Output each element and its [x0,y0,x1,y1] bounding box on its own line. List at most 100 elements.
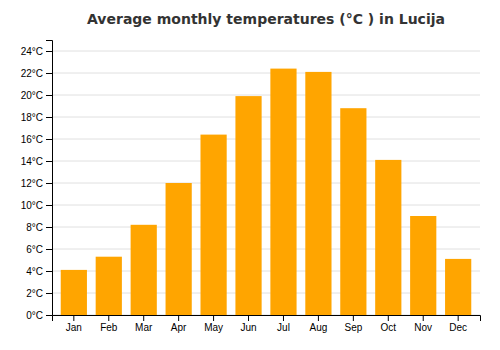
y-tick-label: 6°C [26,244,43,255]
y-tick-label: 2°C [26,288,43,299]
y-tick-mark [46,205,52,206]
grid-line [52,139,480,140]
y-tick: 16°C [21,134,52,145]
bar [61,270,87,315]
plot: Jan Feb Mar Apr May Jun Jul Aug Sep Oct Nov Dec 0°C 2… [21,41,481,334]
y-tick-label: 22°C [21,68,43,79]
x-tick-mark [388,315,389,321]
grid-line [52,205,480,206]
x-axis-line [53,316,481,322]
x-tick: Nov [414,315,432,333]
x-tick-label: Sep [344,322,362,333]
bar [235,96,261,315]
y-tick: 10°C [21,200,52,211]
y-tick: 2°C [26,288,52,299]
y-tick-label: 16°C [21,134,43,145]
y-tick-label: 10°C [21,200,43,211]
x-tick: Aug [310,315,328,333]
y-tick-mark [46,73,52,74]
bar [96,257,122,315]
y-tick-mark [46,95,52,96]
grid-line [52,51,480,52]
x-tick-label: Aug [310,322,328,333]
title: Average monthly temperatures (°C ) in Lu… [87,11,445,27]
x-tick-mark [248,315,249,321]
x-tick: Apr [171,315,187,333]
grid-line [52,161,480,162]
y-tick-label: 4°C [26,266,43,277]
x-tick-mark [423,315,424,321]
bar [131,225,157,315]
y-axis: 0°C 2°C 4°C 6°C 8°C 10°C 12°C 14°C 16°C 18°C 20°C 2… [21,41,53,321]
y-tick: 4°C [26,266,52,277]
y-tick: 6°C [26,244,52,255]
y-tick-label: 24°C [21,46,43,57]
bar [270,69,296,315]
bar [445,259,471,315]
y-tick-mark [46,183,52,184]
x-tick-mark [178,315,179,321]
y-tick: 24°C [21,46,52,57]
x-tick-mark [143,315,144,321]
y-tick: 18°C [21,112,52,123]
y-tick-label: 12°C [21,178,43,189]
x-axis: Jan Feb Mar Apr May Jun Jul Aug Sep Oct Nov Dec [53,315,481,333]
x-tick-label: May [204,322,223,333]
y-tick-label: 14°C [21,156,43,167]
grid-line [52,73,480,74]
y-tick: 8°C [26,222,52,233]
y-tick-label: 18°C [21,112,43,123]
y-tick: 20°C [21,90,52,101]
x-tick-mark [458,315,459,321]
grid-line [52,183,480,184]
x-tick-mark [73,315,74,321]
y-tick-mark [46,315,52,316]
y-tick: 22°C [21,68,52,79]
x-tick: Jun [240,315,256,333]
chart: Jan Feb Mar Apr May Jun Jul Aug Sep Oct Nov Dec 0°C 2… [0,0,500,350]
x-tick-label: Jul [277,322,290,333]
x-tick-label: Nov [414,322,432,333]
x-tick: Jul [277,315,290,333]
y-tick-mark [46,161,52,162]
x-tick-label: Dec [449,322,467,333]
y-tick: 12°C [21,178,52,189]
x-tick-mark [213,315,214,321]
y-tick-mark [46,293,52,294]
y-tick-mark [46,117,52,118]
x-tick: Dec [449,315,467,333]
y-tick: 14°C [21,156,52,167]
grid-line [52,95,480,96]
x-tick-mark [283,315,284,321]
x-tick-label: Jun [240,322,256,333]
y-tick-label: 8°C [26,222,43,233]
bar [166,183,192,315]
grid-line [52,117,480,118]
bar [410,216,436,315]
x-tick: Feb [100,315,118,333]
y-tick-label: 0°C [26,310,43,321]
x-tick: Sep [344,315,362,333]
grid [52,51,480,315]
x-tick: Oct [381,315,397,333]
bar [305,72,331,315]
y-tick-mark [46,271,52,272]
y-axis-line [46,41,53,316]
bars [61,69,472,315]
y-tick-mark [46,227,52,228]
x-tick-label: Apr [171,322,187,333]
y-tick-mark [46,51,52,52]
x-tick-label: Oct [381,322,397,333]
bar [375,160,401,315]
x-tick: May [204,315,223,333]
y-tick: 0°C [26,310,52,321]
x-tick-mark [108,315,109,321]
x-tick: Mar [135,315,153,333]
y-tick-mark [46,249,52,250]
x-tick-label: Jan [66,322,82,333]
x-tick-mark [318,315,319,321]
x-tick: Jan [66,315,82,333]
x-tick-mark [353,315,354,321]
x-tick-label: Feb [100,322,118,333]
bar [340,108,366,315]
